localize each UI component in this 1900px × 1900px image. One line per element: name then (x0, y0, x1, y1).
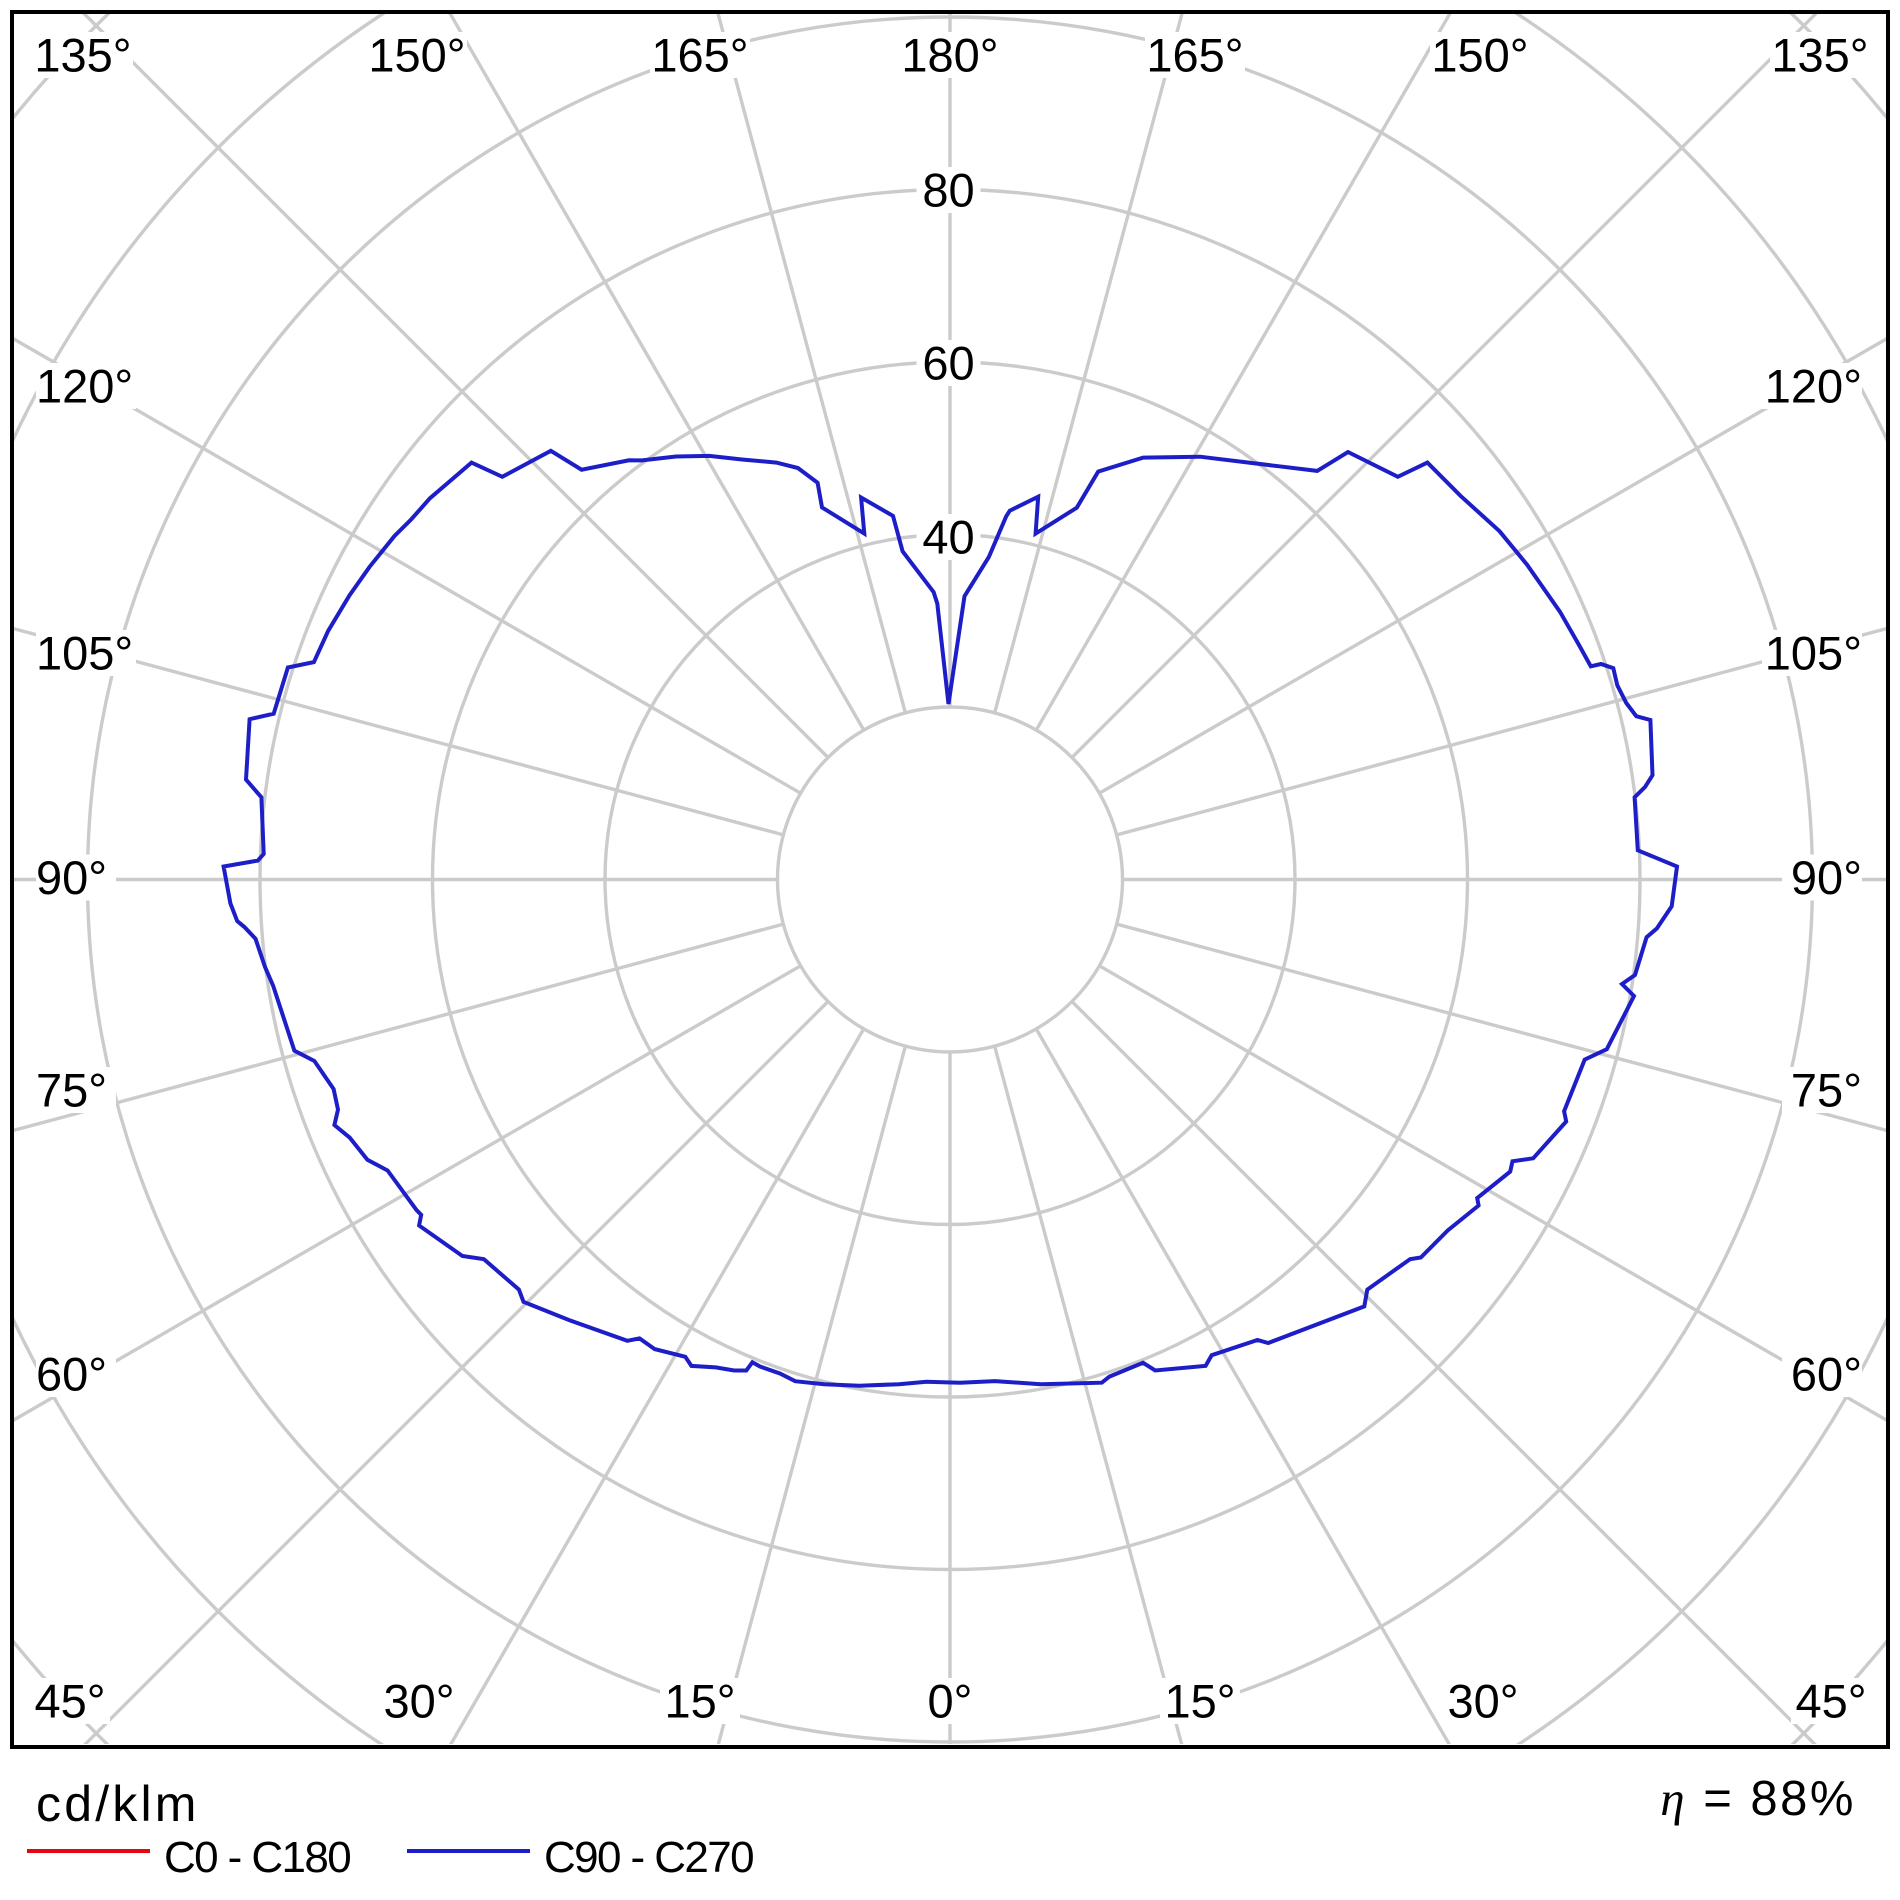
svg-text:80: 80 (922, 164, 974, 217)
svg-text:30°: 30° (1447, 1675, 1518, 1728)
svg-text:15°: 15° (664, 1675, 735, 1728)
svg-text:75°: 75° (36, 1064, 107, 1117)
svg-text:165°: 165° (1146, 29, 1243, 82)
svg-text:40: 40 (922, 511, 974, 564)
svg-text:90°: 90° (1791, 851, 1862, 904)
svg-text:45°: 45° (34, 1675, 105, 1728)
svg-text:180°: 180° (901, 29, 998, 82)
svg-text:120°: 120° (1765, 360, 1862, 413)
svg-text:cd/klm: cd/klm (36, 1776, 200, 1832)
svg-text:30°: 30° (383, 1675, 454, 1728)
svg-text:0°: 0° (928, 1675, 973, 1728)
svg-text:60°: 60° (36, 1348, 107, 1401)
svg-text:105°: 105° (36, 627, 133, 680)
svg-text:45°: 45° (1795, 1675, 1866, 1728)
svg-text:150°: 150° (368, 29, 465, 82)
svg-text:60: 60 (922, 337, 974, 390)
svg-text:75°: 75° (1791, 1064, 1862, 1117)
svg-text:120°: 120° (36, 360, 133, 413)
svg-text:60°: 60° (1791, 1348, 1862, 1401)
svg-text:135°: 135° (1771, 29, 1868, 82)
svg-text:165°: 165° (651, 29, 748, 82)
svg-text:15°: 15° (1164, 1675, 1235, 1728)
svg-text:C90 - C270: C90 - C270 (544, 1833, 753, 1882)
svg-text:105°: 105° (1765, 627, 1862, 680)
svg-text:135°: 135° (34, 29, 131, 82)
svg-text:90°: 90° (36, 851, 107, 904)
svg-text:150°: 150° (1431, 29, 1528, 82)
svg-text:C0 - C180: C0 - C180 (164, 1833, 350, 1882)
svg-text:η = 88%: η = 88% (1660, 1771, 1856, 1826)
